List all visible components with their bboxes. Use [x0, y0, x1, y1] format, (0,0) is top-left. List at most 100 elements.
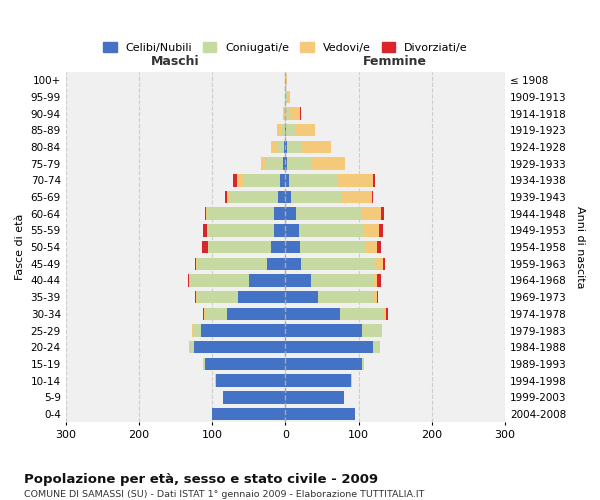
Bar [191, 324, 193, 337]
Bar [300, 241, 366, 254]
Bar [249, 274, 286, 286]
Bar [212, 408, 286, 420]
Bar [301, 140, 331, 153]
Bar [188, 274, 190, 286]
Bar [301, 258, 375, 270]
Bar [203, 308, 204, 320]
Bar [286, 140, 287, 153]
Bar [230, 190, 278, 203]
Bar [337, 174, 373, 186]
Bar [203, 358, 205, 370]
Bar [291, 190, 343, 203]
Bar [208, 241, 271, 254]
Bar [284, 90, 286, 103]
Bar [373, 291, 377, 304]
Bar [373, 174, 375, 186]
Bar [223, 391, 286, 404]
Y-axis label: Fasce di età: Fasce di età [15, 214, 25, 280]
Bar [205, 208, 206, 220]
Bar [197, 291, 238, 304]
Bar [311, 274, 373, 286]
Bar [286, 108, 289, 120]
Bar [190, 341, 194, 353]
Bar [286, 258, 301, 270]
Bar [265, 158, 283, 170]
Bar [299, 224, 364, 236]
Bar [277, 124, 281, 136]
Bar [287, 140, 301, 153]
Bar [208, 224, 274, 236]
Bar [296, 208, 362, 220]
Bar [190, 274, 249, 286]
Bar [289, 174, 337, 186]
Bar [379, 341, 380, 353]
Text: COMUNE DI SAMASSI (SU) - Dati ISTAT 1° gennaio 2009 - Elaborazione TUTTITALIA.IT: COMUNE DI SAMASSI (SU) - Dati ISTAT 1° g… [24, 490, 424, 499]
Bar [277, 140, 284, 153]
Bar [343, 190, 372, 203]
Text: Maschi: Maschi [151, 56, 200, 68]
Bar [289, 108, 300, 120]
Bar [340, 308, 384, 320]
Bar [351, 374, 352, 387]
Bar [203, 224, 207, 236]
Bar [313, 158, 346, 170]
Bar [207, 224, 208, 236]
Bar [227, 308, 286, 320]
Bar [373, 274, 377, 286]
Bar [286, 90, 287, 103]
Bar [286, 341, 373, 353]
Bar [201, 324, 286, 337]
Bar [274, 208, 286, 220]
Bar [286, 158, 287, 170]
Bar [193, 324, 194, 337]
Bar [274, 224, 286, 236]
Bar [364, 224, 379, 236]
Bar [287, 90, 290, 103]
Bar [377, 274, 380, 286]
Bar [286, 174, 289, 186]
Bar [271, 241, 286, 254]
Bar [286, 358, 362, 370]
Bar [202, 241, 208, 254]
Legend: Celibi/Nubili, Coniugati/e, Vedovi/e, Divorziati/e: Celibi/Nubili, Coniugati/e, Vedovi/e, Di… [100, 39, 471, 56]
Text: Popolazione per età, sesso e stato civile - 2009: Popolazione per età, sesso e stato civil… [24, 472, 378, 486]
Bar [386, 308, 388, 320]
Bar [286, 190, 291, 203]
Bar [243, 174, 280, 186]
Bar [205, 308, 227, 320]
Bar [362, 324, 380, 337]
Bar [284, 140, 286, 153]
Bar [377, 291, 379, 304]
Bar [379, 224, 383, 236]
Bar [227, 190, 230, 203]
Bar [233, 174, 237, 186]
Bar [208, 208, 274, 220]
Bar [267, 258, 286, 270]
Bar [287, 158, 313, 170]
Bar [286, 224, 299, 236]
Bar [286, 408, 355, 420]
Bar [380, 208, 384, 220]
Bar [284, 108, 286, 120]
Bar [237, 174, 243, 186]
Bar [286, 274, 311, 286]
Bar [197, 258, 267, 270]
Bar [286, 374, 351, 387]
Bar [362, 208, 380, 220]
Bar [286, 291, 319, 304]
Bar [238, 291, 286, 304]
Bar [366, 241, 377, 254]
Bar [280, 174, 286, 186]
Bar [375, 258, 383, 270]
Bar [377, 241, 380, 254]
Bar [204, 308, 205, 320]
Bar [226, 190, 227, 203]
Bar [319, 291, 373, 304]
Bar [383, 258, 385, 270]
Bar [283, 108, 284, 120]
Bar [196, 291, 197, 304]
Bar [271, 140, 277, 153]
Bar [300, 108, 301, 120]
Bar [216, 374, 286, 387]
Bar [373, 341, 379, 353]
